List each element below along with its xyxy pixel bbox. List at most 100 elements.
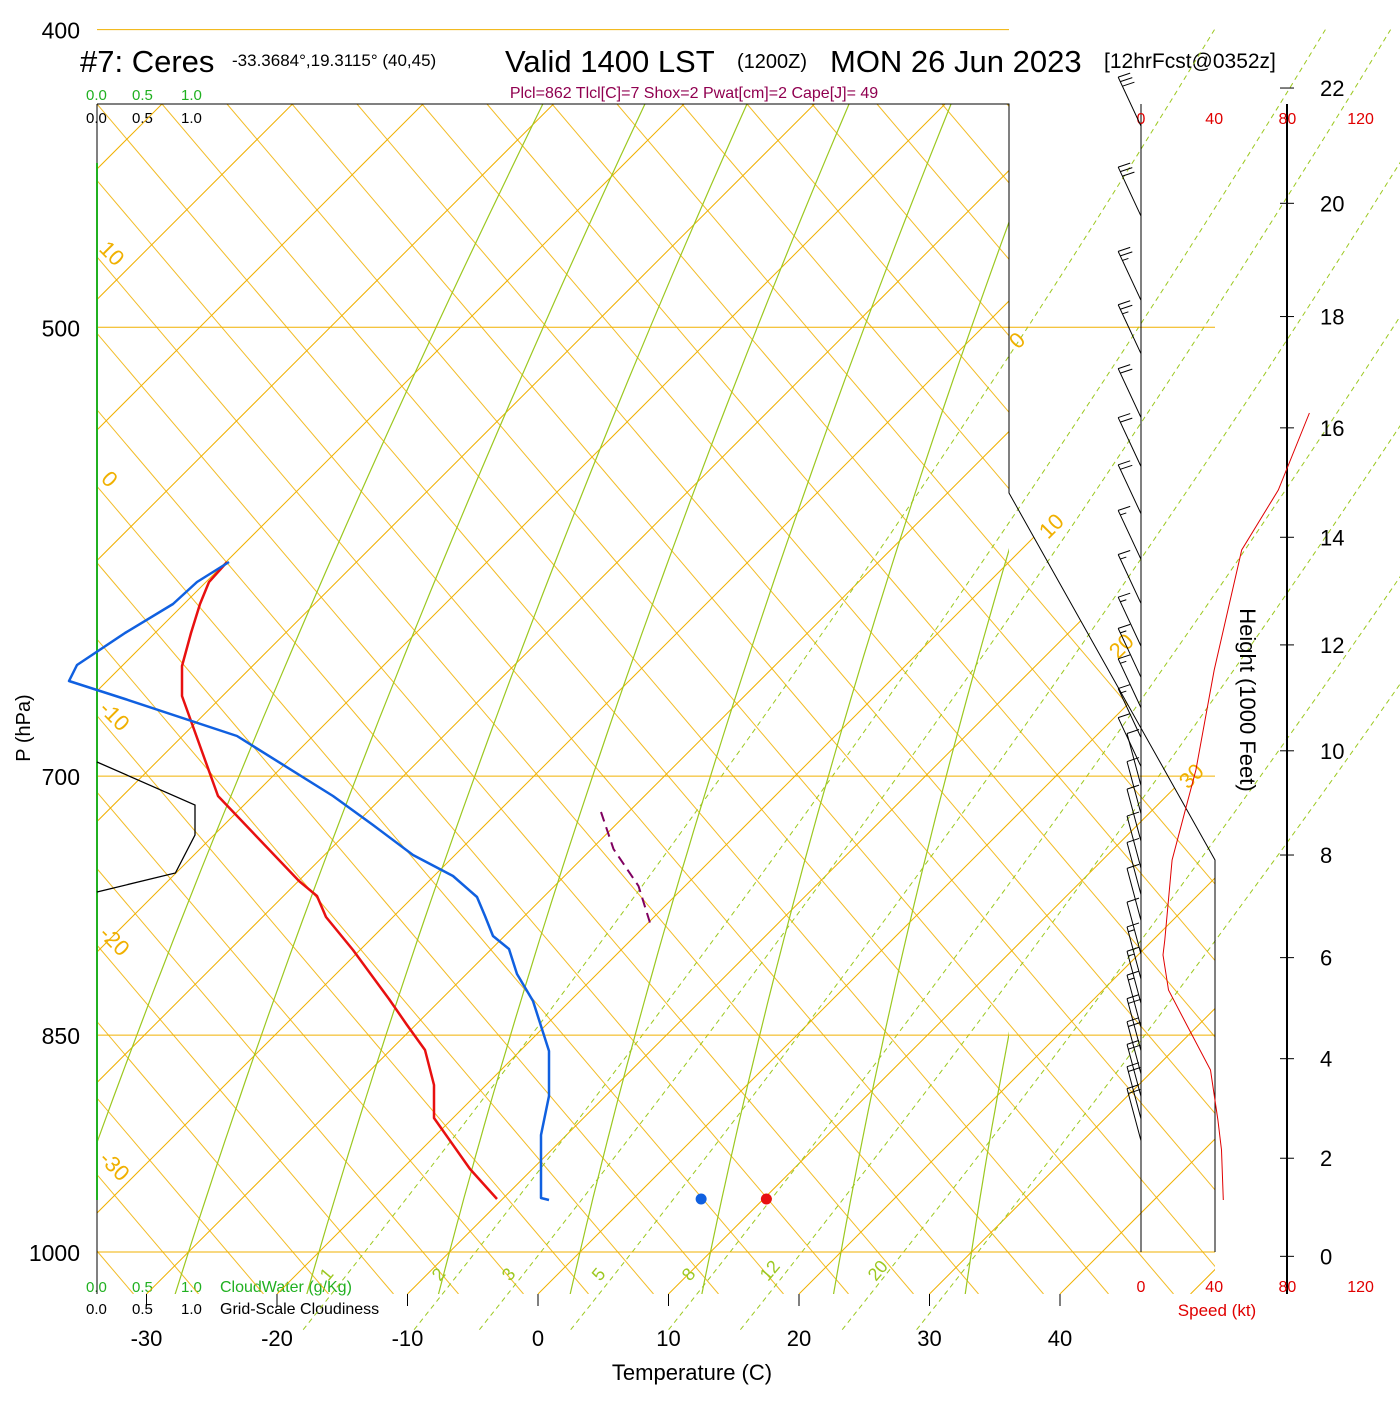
dry-adiabat-line — [697, 0, 1377, 1317]
pressure-tick-label: 700 — [42, 764, 80, 790]
cloudiness-scale-top-2: 1.0 — [181, 110, 202, 127]
wind-barb-half-flag — [1120, 557, 1126, 559]
wind-barb — [1118, 73, 1141, 126]
wind-barb — [1118, 506, 1141, 559]
wind-barb-shaft — [1127, 868, 1141, 920]
cloudiness-label: Grid-Scale Cloudiness — [220, 1301, 379, 1318]
height-tick-label: 10 — [1320, 739, 1344, 764]
isotherm-line — [1321, 104, 1400, 1294]
cloudwater-scale-top-1: 0.5 — [132, 87, 153, 104]
station-name: #7: Ceres — [80, 44, 214, 79]
isotherm-lines — [0, 104, 1400, 1294]
wind-barb-shaft — [1118, 369, 1141, 418]
wind-barb-flag — [1120, 369, 1132, 373]
wind-barb — [1118, 655, 1141, 708]
x-tick-label: 0 — [532, 1326, 544, 1351]
moist-adiabat-line — [487, 104, 1400, 1294]
isotherm-label: -20 — [94, 921, 134, 961]
moist-adiabat-line — [0, 104, 784, 1294]
station-coords: -33.3684°,19.3115° (40,45) — [232, 51, 436, 70]
speed-tick-bottom: 120 — [1347, 1279, 1374, 1296]
x-axis-label: Temperature (C) — [612, 1360, 772, 1385]
moist-adiabat-line — [0, 104, 4, 1294]
height-tick-label: 4 — [1320, 1047, 1332, 1072]
height-tick-label: 2 — [1320, 1146, 1332, 1171]
speed-tick-top: 80 — [1279, 111, 1297, 128]
surface-temperature-point — [761, 1194, 772, 1205]
surface-dewpoint-point — [696, 1194, 707, 1205]
mixing-ratio-line — [571, 30, 1400, 1330]
dry-adiabat-line — [1359, 0, 1400, 1317]
moist-adiabat-line — [0, 104, 524, 1294]
moist-adiabat-line — [942, 104, 1400, 1294]
isotherm-label: -10 — [94, 696, 134, 736]
moist-adiabat-line — [97, 104, 1109, 1294]
temperature-line — [182, 562, 497, 1199]
speed-tick-bottom: 40 — [1205, 1279, 1223, 1296]
moist-adiabat-line — [0, 104, 654, 1294]
moist-adiabat-line — [1137, 104, 1400, 1294]
cloudwater-scale-top-2: 1.0 — [181, 87, 202, 104]
moist-adiabat-line — [0, 104, 264, 1294]
mixing-ratio-line — [917, 30, 1400, 1330]
moist-adiabat-line — [747, 104, 1400, 1294]
isotherm-line — [0, 104, 423, 1294]
moist-adiabat-line — [0, 104, 979, 1294]
isotherm-line — [930, 104, 1400, 1294]
height-axis-label: Height (1000 Feet) — [1235, 608, 1260, 791]
mixing-ratio-line — [740, 30, 1400, 1330]
height-axis: 02468101214161820222426283032 — [1280, 0, 1344, 1269]
valid-date: MON 26 Jun 2023 — [830, 44, 1082, 79]
isotherm-line — [147, 104, 1337, 1294]
isotherm-label: -30 — [94, 1146, 134, 1186]
wind-barb — [1118, 461, 1141, 514]
dry-adiabat-line — [300, 0, 1116, 1317]
speed-tick-top: 120 — [1347, 111, 1374, 128]
speed-tick-bottom: 0 — [1137, 1279, 1146, 1296]
cloudiness-line — [97, 762, 195, 892]
isobar-lines — [97, 0, 1215, 1252]
isotherm-label: 20 — [1104, 629, 1139, 664]
wind-barb — [1118, 365, 1141, 418]
dry-adiabat-line — [36, 0, 944, 1317]
wind-barb — [1127, 864, 1141, 920]
speed-tick-bottom: 80 — [1279, 1279, 1297, 1296]
wind-barb-flag — [1118, 247, 1130, 251]
wind-barb-flag — [1118, 506, 1130, 510]
valid-time: Valid 1400 LST — [505, 44, 715, 79]
wind-barb-shaft — [1127, 902, 1141, 954]
dry-adiabat-lines — [36, 0, 1400, 1317]
wind-barb-shaft — [1118, 659, 1141, 708]
pressure-axis: 2503004005007008501000 — [29, 0, 80, 1266]
wind-barb-flag — [1118, 301, 1130, 305]
wind-barb-half-flag — [1120, 513, 1126, 515]
mixing-ratio-line — [414, 30, 1325, 1330]
wind-barb-flag — [1120, 168, 1132, 172]
pressure-tick-label: 400 — [42, 18, 80, 44]
wind-barb-flag — [1118, 414, 1130, 418]
wind-barb-flag — [1120, 465, 1132, 469]
y-axis-label: P (hPa) — [13, 694, 35, 761]
wind-barb-shaft — [1118, 167, 1141, 216]
cloud-scale-top: 0.0 0.5 1.0 0.0 0.5 1.0 — [86, 87, 202, 127]
cloudwater-scale-top-0: 0.0 — [86, 87, 107, 104]
wind-barb-flag — [1122, 172, 1134, 176]
zulu-time: (1200Z) — [737, 51, 807, 73]
mixing-ratio-label: 5 — [588, 1264, 610, 1285]
wind-barb-half-flag — [1120, 600, 1126, 602]
pressure-tick-label: 500 — [42, 315, 80, 341]
wind-barb-flag — [1118, 593, 1130, 597]
moist-adiabat-line — [162, 104, 1174, 1294]
wind-barb-flag — [1118, 365, 1130, 369]
isotherm-line — [1191, 104, 1400, 1294]
isotherm-line — [1060, 104, 1400, 1294]
cloudiness-scale-bottom-1: 0.5 — [132, 1301, 153, 1318]
wind-barb-half-flag — [1128, 930, 1134, 932]
x-tick-label: 20 — [787, 1326, 811, 1351]
wind-barb-flag — [1120, 252, 1132, 256]
wind-barb-shaft — [1118, 77, 1141, 126]
wind-barb-half-flag — [1128, 978, 1134, 980]
wind-barb-flag — [1120, 305, 1132, 309]
cloudiness-scale-bottom-2: 1.0 — [181, 1301, 202, 1318]
